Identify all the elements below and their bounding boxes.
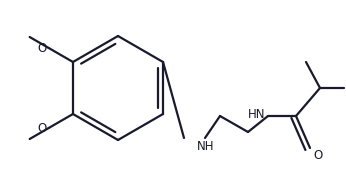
Text: NH: NH (197, 140, 215, 153)
Text: O: O (37, 121, 47, 135)
Text: O: O (313, 149, 322, 162)
Text: HN: HN (247, 109, 265, 121)
Text: O: O (37, 42, 47, 54)
